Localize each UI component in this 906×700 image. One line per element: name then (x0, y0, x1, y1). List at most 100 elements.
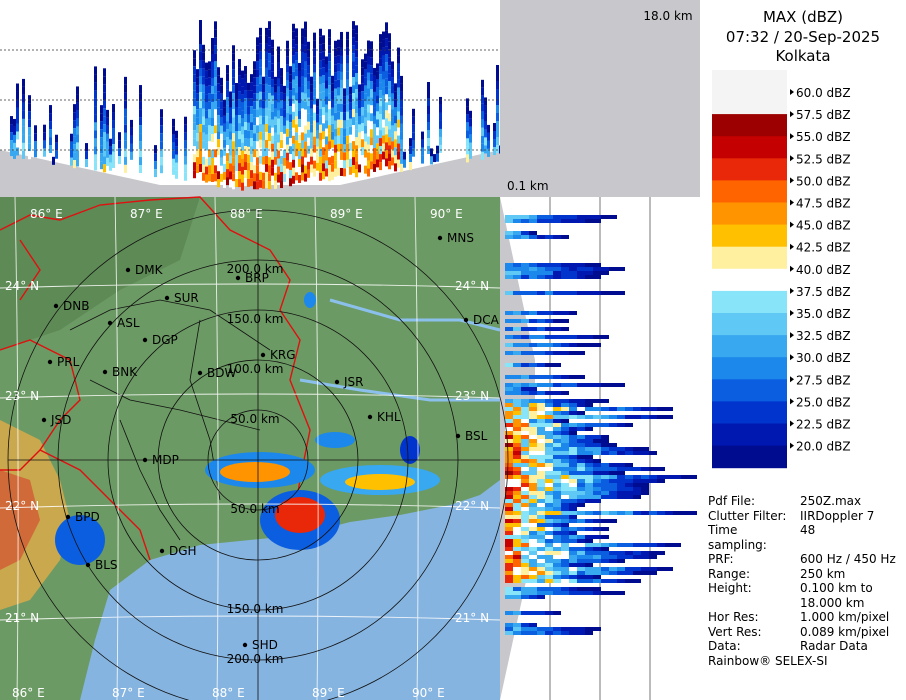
profile-cell (505, 631, 513, 635)
legend-label: 25.0 dBZ (796, 395, 851, 409)
profile-cell (226, 145, 229, 154)
profile-cell (298, 150, 301, 159)
profile-cell (569, 535, 577, 539)
profile-cell (403, 159, 406, 168)
profile-cell (430, 156, 433, 165)
legend-datetime: 07:32 / 20-Sep-2025 (726, 28, 880, 46)
profile-cell (367, 160, 370, 169)
profile-cell (361, 83, 364, 92)
profile-cell (124, 116, 127, 125)
profile-cell (537, 267, 545, 271)
corner (500, 0, 700, 197)
profile-cell (553, 351, 561, 355)
profile-cell (529, 351, 537, 355)
profile-cell (625, 467, 633, 471)
profile-cell (139, 125, 142, 134)
profile-cell (262, 180, 265, 189)
profile-cell (286, 72, 289, 81)
profile-cell (334, 72, 337, 81)
profile-cell (585, 495, 593, 499)
profile-cell (328, 133, 331, 142)
profile-cell (352, 117, 355, 126)
profile-cell (277, 102, 280, 111)
profile-cell (609, 407, 617, 411)
profile-cell (505, 459, 513, 463)
profile-cell (124, 164, 127, 173)
profile-cell (585, 275, 593, 279)
profile-cell (537, 591, 545, 595)
profile-cell (513, 571, 521, 575)
profile-cell (352, 77, 355, 86)
profile-cell (211, 109, 214, 118)
city-dot (53, 303, 59, 309)
profile-cell (397, 87, 400, 96)
profile-cell (421, 147, 424, 156)
profile-cell (346, 103, 349, 112)
profile-cell (331, 139, 334, 148)
profile-cell (569, 543, 577, 547)
profile-cell (295, 108, 298, 117)
city-dot (367, 414, 373, 420)
profile-cell (505, 231, 513, 235)
profile-cell (337, 71, 340, 80)
profile-cell (593, 495, 601, 499)
profile-cell (220, 173, 223, 182)
profile-cell (513, 539, 521, 543)
profile-cell (505, 399, 513, 403)
profile-cell (505, 627, 513, 631)
profile-cell (247, 106, 250, 115)
profile-cell (280, 84, 283, 93)
profile-cell (202, 84, 205, 93)
profile-cell (184, 140, 187, 149)
profile-cell (256, 117, 259, 126)
profile-cell (94, 138, 97, 147)
profile-cell (118, 132, 121, 141)
profile-cell (617, 511, 625, 515)
profile-cell (545, 611, 553, 615)
profile-cell (641, 551, 649, 555)
profile-cell (412, 156, 415, 165)
profile-cell (217, 163, 220, 172)
profile-cell (382, 127, 385, 136)
profile-cell (513, 399, 521, 403)
profile-cell (241, 142, 244, 151)
profile-cell (367, 72, 370, 81)
profile-cell (585, 547, 593, 551)
profile-cell (313, 128, 316, 137)
profile-cell (545, 235, 553, 239)
profile-cell (238, 91, 241, 100)
profile-cell (103, 124, 106, 133)
profile-cell (382, 31, 385, 40)
profile-cell (577, 215, 585, 219)
profile-cell (229, 107, 232, 116)
profile-cell (496, 145, 499, 154)
profile-cell (301, 100, 304, 109)
profile-cell (235, 138, 238, 147)
profile-cell (412, 116, 415, 125)
profile-cell (553, 471, 561, 475)
profile-cell (94, 66, 97, 75)
profile-cell (244, 98, 247, 107)
profile-cell (657, 415, 665, 419)
profile-cell (358, 92, 361, 101)
profile-cell (505, 503, 513, 507)
profile-cell (220, 85, 223, 94)
city-dot (102, 369, 108, 375)
profile-cell (22, 102, 25, 111)
profile-cell (427, 113, 430, 122)
profile-cell (367, 112, 370, 121)
profile-cell (349, 86, 352, 95)
profile-cell (286, 136, 289, 145)
profile-cell (553, 399, 561, 403)
profile-cell (657, 551, 665, 555)
profile-cell (364, 141, 367, 150)
profile-cell (313, 88, 316, 97)
profile-cell (569, 499, 577, 503)
profile-cell (400, 123, 403, 132)
profile-cell (569, 443, 577, 447)
profile-cell (609, 543, 617, 547)
profile-cell (304, 141, 307, 150)
profile-cell (505, 511, 513, 515)
profile-cell (577, 415, 585, 419)
profile-cell (545, 311, 553, 315)
